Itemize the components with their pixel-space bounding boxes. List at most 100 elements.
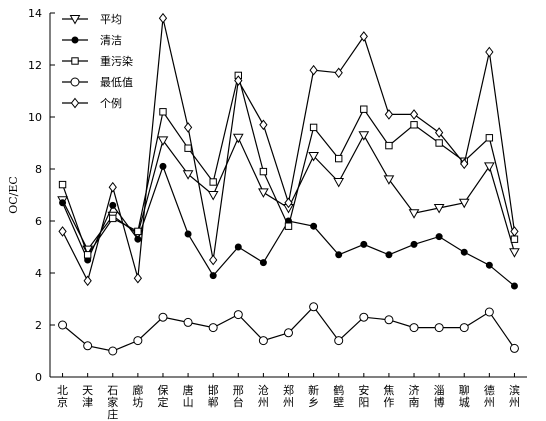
data-point: [409, 109, 419, 120]
data-point: [184, 230, 192, 238]
data-point: [335, 154, 343, 163]
data-point: [209, 178, 217, 186]
data-point: [384, 315, 394, 325]
data-point: [184, 144, 192, 152]
data-point: [385, 141, 393, 150]
data-point: [359, 312, 369, 322]
data-point: [158, 12, 168, 24]
y-tick-label: 8: [35, 163, 42, 176]
x-tick-label: 聊城: [459, 383, 470, 409]
data-point: [158, 312, 168, 322]
data-point: [435, 139, 443, 147]
y-tick-label: 0: [35, 371, 42, 384]
x-tick-label: 天津: [82, 384, 93, 409]
data-point: [485, 46, 494, 58]
data-point: [409, 323, 419, 333]
data-point: [483, 162, 495, 172]
data-point: [335, 251, 343, 259]
y-axis-label: OC/EC: [7, 176, 20, 214]
data-point: [58, 320, 68, 330]
data-point: [133, 336, 143, 346]
data-point: [208, 323, 218, 333]
data-point: [259, 119, 268, 131]
legend-marker: [70, 97, 80, 109]
data-point: [359, 31, 368, 42]
legend-item: 清洁: [62, 34, 122, 47]
data-point: [59, 199, 67, 207]
x-tick-label: 安阳: [358, 383, 369, 409]
legend-item: 个例: [62, 96, 122, 110]
series-3: [58, 71, 519, 259]
x-tick-label: 新乡: [308, 383, 319, 409]
x-tick-label: 济南: [409, 383, 420, 409]
data-point: [83, 341, 93, 351]
data-point: [109, 201, 117, 209]
data-point: [259, 167, 268, 176]
data-point: [284, 328, 293, 338]
x-tick-label: 焦作: [383, 384, 394, 409]
data-point: [435, 233, 443, 241]
data-point: [209, 272, 217, 280]
data-point: [258, 336, 268, 346]
x-tick-label: 邯郸: [208, 383, 219, 409]
legend-marker: [71, 57, 79, 65]
data-point: [232, 133, 244, 144]
data-point: [284, 222, 293, 230]
data-point: [159, 108, 167, 116]
data-point: [259, 259, 267, 267]
data-point: [83, 251, 92, 259]
x-tick-label: 淄博: [434, 384, 445, 409]
data-point: [333, 178, 345, 188]
x-tick-label: 廊坊: [132, 383, 143, 409]
data-point: [309, 123, 318, 132]
x-tick-label: 沧州: [258, 383, 269, 409]
legend-label: 个例: [100, 96, 122, 110]
data-point: [234, 75, 243, 86]
data-point: [410, 121, 418, 129]
x-tick-label: 保定: [157, 383, 168, 409]
data-point: [485, 261, 493, 269]
y-tick-label: 6: [35, 215, 42, 228]
data-point: [510, 282, 518, 290]
data-point: [58, 180, 67, 189]
data-point: [133, 272, 143, 284]
data-point: [408, 209, 420, 219]
data-point: [458, 198, 470, 209]
data-point: [183, 317, 193, 327]
data-point: [410, 240, 418, 248]
data-point: [434, 323, 444, 333]
x-tick-label: 滨州: [509, 383, 520, 409]
legend-label: 重污染: [100, 54, 133, 68]
data-point: [108, 181, 117, 193]
legend-item: 最低值: [62, 76, 133, 89]
data-point: [233, 310, 243, 320]
data-point: [134, 227, 142, 236]
legend-item: 平均: [62, 13, 122, 26]
data-point: [310, 222, 318, 230]
y-tick-label: 12: [28, 59, 42, 72]
data-point: [384, 109, 394, 120]
legend-label: 清洁: [100, 34, 122, 47]
y-axis-ticks: 0 2 4 6 8 10 12 14: [28, 7, 55, 384]
data-point: [510, 235, 519, 243]
data-point: [159, 162, 167, 170]
data-point: [309, 302, 319, 312]
data-point: [460, 158, 469, 170]
legend-label: 最低值: [100, 76, 133, 89]
x-tick-label: 石家庄: [107, 384, 118, 421]
data-point: [134, 235, 142, 243]
y-tick-label: 10: [28, 111, 42, 124]
data-point: [258, 188, 269, 198]
data-point: [284, 197, 293, 209]
data-point: [385, 251, 393, 259]
data-point: [383, 175, 395, 185]
data-point: [485, 134, 494, 142]
data-point: [182, 170, 194, 180]
legend-marker: [70, 77, 80, 87]
x-tick-label: 郑州: [283, 383, 294, 409]
x-tick-label: 德州: [484, 383, 495, 409]
data-point: [484, 307, 494, 317]
